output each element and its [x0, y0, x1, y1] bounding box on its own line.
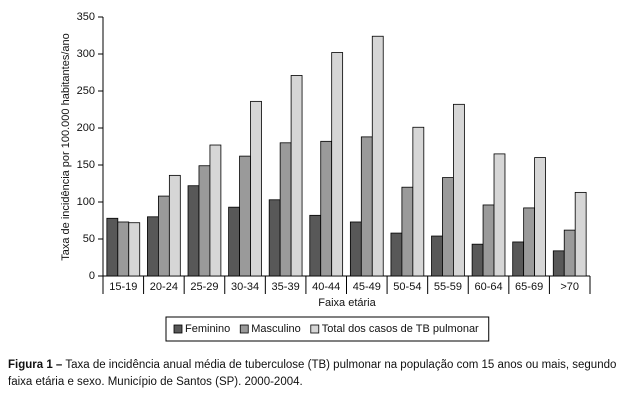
y-axis-label: Taxa de incidência por 100.000 habitante… — [60, 33, 72, 261]
bar — [512, 241, 525, 277]
caption-label: Figura 1 – — [8, 359, 63, 371]
y-tick-label: 100 — [77, 196, 95, 208]
bar — [331, 52, 344, 277]
bar — [482, 204, 495, 277]
bar — [442, 177, 454, 277]
legend-label: Masculino — [251, 323, 301, 335]
legend-label: Feminino — [185, 323, 230, 335]
caption: Figura 1 – Taxa de incidência anual médi… — [8, 357, 638, 391]
bar — [147, 216, 159, 277]
x-tick-label: 15-19 — [109, 281, 137, 293]
x-tick-label: 60-64 — [474, 281, 502, 293]
caption-text: Taxa de incidência anual média de tuberc… — [8, 359, 617, 388]
bar — [471, 243, 484, 277]
bar — [453, 103, 465, 277]
x-tick-label: 50-54 — [393, 281, 421, 293]
bar — [320, 140, 333, 277]
bar — [198, 165, 211, 277]
y-tick-label: 350 — [77, 11, 95, 23]
bar — [349, 221, 362, 277]
legend-box — [165, 316, 490, 342]
bar — [106, 217, 119, 277]
bar — [157, 195, 170, 277]
bar — [239, 155, 251, 277]
bar — [412, 126, 425, 277]
bar — [371, 35, 384, 277]
bar — [563, 229, 576, 277]
y-tick-label: 150 — [77, 159, 95, 171]
y-tick-label: 300 — [77, 48, 95, 60]
bar — [523, 207, 536, 277]
legend-swatch — [310, 324, 320, 334]
bar — [250, 100, 262, 277]
bar — [290, 75, 303, 277]
bar — [493, 153, 506, 277]
bar — [309, 214, 322, 277]
bar — [390, 232, 403, 277]
bar — [552, 250, 565, 277]
bar — [128, 222, 141, 277]
bar — [574, 191, 587, 277]
y-tick-label: 0 — [89, 270, 95, 282]
x-tick-label: 45-49 — [353, 281, 381, 293]
legend-swatch — [239, 324, 249, 334]
x-tick-label: 55-59 — [434, 281, 462, 293]
bar — [431, 235, 443, 277]
legend-label: Total dos casos de TB pulmonar — [322, 323, 479, 335]
x-axis-label: Faixa etária — [318, 297, 376, 309]
x-tick-label: 40-44 — [312, 281, 340, 293]
x-tick-label: 35-39 — [272, 281, 300, 293]
y-tick-label: 50 — [83, 233, 95, 245]
x-tick-label: 20-24 — [150, 281, 178, 293]
y-tick-label: 250 — [77, 85, 95, 97]
x-tick-label: 25-29 — [190, 281, 218, 293]
bar — [228, 206, 240, 277]
bar — [187, 185, 200, 277]
bar — [534, 157, 546, 277]
chart: Taxa de incidência por 100.000 habitante… — [60, 11, 591, 342]
bar — [360, 136, 373, 277]
x-tick-label: 30-34 — [231, 281, 259, 293]
bar — [168, 174, 181, 277]
bar — [401, 186, 414, 277]
legend-swatch — [173, 324, 183, 334]
bar — [117, 221, 130, 277]
bar — [268, 199, 281, 277]
y-tick-label: 200 — [77, 122, 95, 134]
x-tick-label: 65-69 — [515, 281, 543, 293]
bar — [209, 144, 222, 277]
x-tick-label: >70 — [560, 281, 579, 293]
bar — [279, 142, 292, 277]
